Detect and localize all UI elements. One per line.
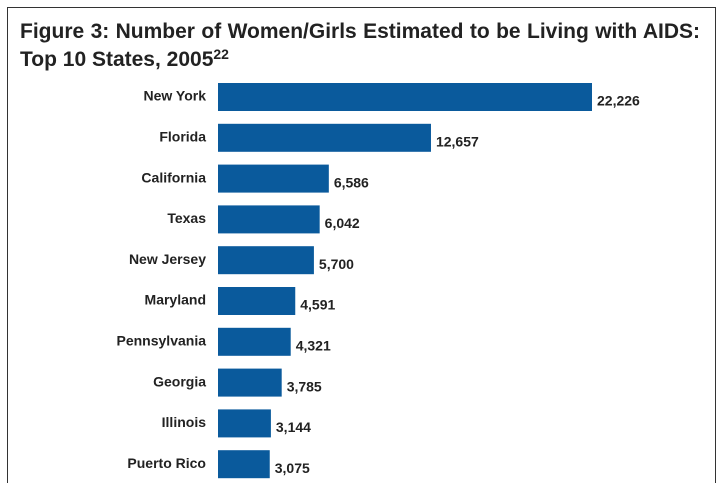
chart-title: Figure 3: Number of Women/Girls Estimate… xyxy=(20,18,700,74)
frame xyxy=(7,7,716,483)
bar xyxy=(218,83,592,111)
bar xyxy=(218,164,329,193)
value-label: 5,700 xyxy=(319,256,354,272)
title-text: Figure 3: Number of Women/Girls Estimate… xyxy=(20,20,700,71)
bar xyxy=(218,409,271,438)
value-label: 3,785 xyxy=(287,378,322,394)
value-label: 12,657 xyxy=(436,134,479,150)
title-note: 22 xyxy=(213,46,229,62)
value-label: 4,321 xyxy=(296,338,331,354)
bar xyxy=(218,205,320,234)
category-label: Illinois xyxy=(162,414,207,430)
category-label: Georgia xyxy=(153,373,206,389)
value-label: 22,226 xyxy=(597,93,640,109)
value-label: 3,144 xyxy=(276,419,311,435)
category-label: California xyxy=(141,169,206,185)
category-label: Puerto Rico xyxy=(127,455,206,471)
bar xyxy=(218,368,282,397)
bar xyxy=(218,287,296,315)
bar xyxy=(218,450,270,479)
category-label: New Jersey xyxy=(129,251,206,267)
bar xyxy=(218,327,291,356)
category-label: New York xyxy=(143,88,206,104)
bar xyxy=(218,246,314,275)
value-label: 6,042 xyxy=(325,215,360,231)
value-label: 4,591 xyxy=(300,297,335,313)
value-label: 6,586 xyxy=(334,174,369,190)
bar xyxy=(218,123,431,152)
value-label: 3,075 xyxy=(275,460,310,476)
category-label: Texas xyxy=(167,210,206,226)
category-label: Florida xyxy=(159,129,206,145)
category-label: Maryland xyxy=(145,292,206,308)
category-label: Pennsylvania xyxy=(117,333,207,349)
